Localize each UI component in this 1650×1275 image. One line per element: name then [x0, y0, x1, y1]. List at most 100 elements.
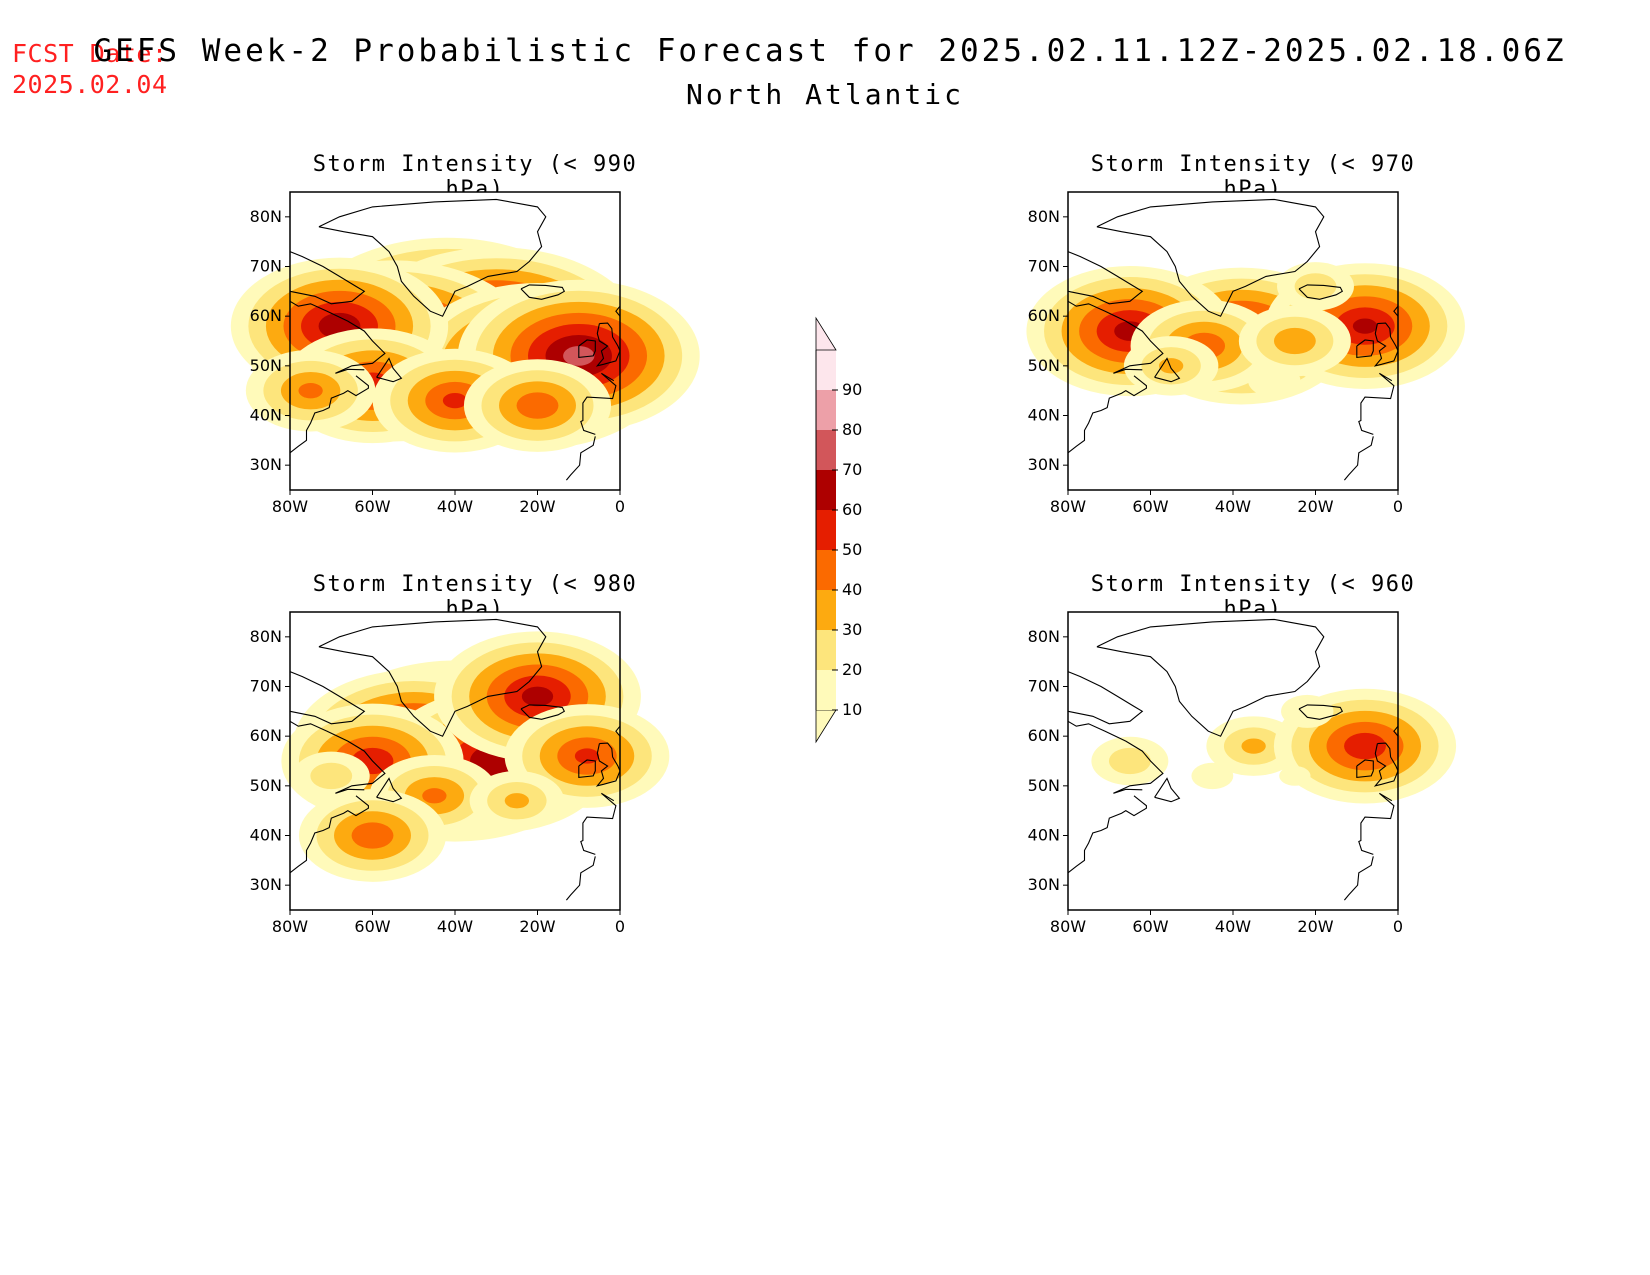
x-tick-label: 20W: [519, 497, 555, 516]
x-tick-label: 0: [615, 497, 625, 516]
x-tick-label: 40W: [1215, 497, 1251, 516]
probability-cell: [1279, 766, 1311, 786]
y-tick-label: 60N: [250, 726, 282, 745]
probability-cell: [1108, 747, 1151, 775]
coastline: [615, 305, 621, 317]
y-tick-label: 40N: [1028, 406, 1060, 425]
coastline: [1356, 759, 1374, 779]
colorbar-lower-triangle: [815, 709, 837, 744]
y-tick-label: 70N: [250, 257, 282, 276]
map-panel-990: Storm Intensity (< 990 hPa) 80W 60W 40W 20W…: [230, 152, 700, 532]
probability-cell: [1352, 318, 1378, 334]
probability-cell: [310, 762, 353, 790]
coastline: [615, 725, 621, 737]
coastline: [595, 322, 621, 367]
map-panel-960: Storm Intensity (< 960 hPa) 80W 60W 40W 20W…: [1028, 572, 1457, 952]
map-990: 80W 60W 40W 20W 0 80N 70N 60N 50N 40N 30N: [230, 191, 700, 516]
coastline: [289, 375, 369, 454]
coastline: [1067, 671, 1144, 725]
coastline: [1373, 742, 1399, 787]
coastline: [595, 742, 621, 787]
y-tick-label: 80N: [250, 207, 282, 226]
coastline: [376, 357, 403, 383]
probability-cell: [298, 383, 323, 399]
y-tick-label: 50N: [250, 776, 282, 795]
page-title: GEFS Week-2 Probabilistic Forecast for 2…: [93, 33, 1567, 69]
coastline: [578, 759, 596, 779]
coastline: [289, 300, 386, 374]
probability-cell: [521, 686, 554, 707]
coastline: [1067, 300, 1164, 374]
x-tick-label: 60W: [354, 917, 390, 936]
y-tick-label: 50N: [250, 356, 282, 375]
y-tick-label: 50N: [1028, 776, 1060, 795]
probability-cell: [1191, 762, 1234, 790]
x-tick-label: 60W: [1132, 917, 1168, 936]
colorbar-label: 90: [842, 380, 862, 399]
x-tick-label: 20W: [1297, 497, 1333, 516]
probability-cell: [1241, 738, 1266, 754]
coastline: [318, 198, 547, 317]
coastline: [1154, 357, 1181, 383]
y-tick-label: 40N: [250, 406, 282, 425]
colorbar-upper-triangle: [815, 316, 837, 351]
colorbar-swatch: [816, 430, 836, 470]
y-tick-label: 70N: [1028, 257, 1060, 276]
coastline: [289, 720, 386, 794]
x-tick-label: 60W: [1132, 497, 1168, 516]
coastlines: [1067, 198, 1399, 481]
map-980: 80W 60W 40W 20W 0 80N 70N 60N 50N 40N 30N: [250, 611, 670, 936]
probability-cell: [516, 392, 559, 419]
y-tick-label: 60N: [250, 306, 282, 325]
colorbar-swatch: [816, 350, 836, 390]
y-tick-label: 60N: [1028, 306, 1060, 325]
coastline: [1067, 251, 1144, 305]
coastline: [1067, 720, 1164, 794]
probability-field: [230, 237, 700, 453]
colorbar-swatch: [816, 550, 836, 590]
probability-cell: [574, 748, 600, 764]
map-970: 80W 60W 40W 20W 0 80N 70N 60N 50N 40N 30N: [1026, 191, 1465, 516]
coastline: [1358, 792, 1395, 855]
coastline: [289, 251, 366, 305]
coastline: [1343, 856, 1374, 901]
colorbar-swatch: [816, 630, 836, 670]
coastline: [1154, 777, 1181, 803]
coastline: [289, 795, 369, 874]
colorbar-swatch: [816, 510, 836, 550]
map-panel-980: Storm Intensity (< 980 hPa) 80W 60W 40W 20W…: [250, 572, 670, 952]
region-subtitle: North Atlantic: [685, 78, 964, 111]
probability-field: [1026, 262, 1465, 405]
coastlines: [289, 198, 621, 481]
coastline: [1373, 322, 1399, 367]
x-tick-label: 80W: [272, 497, 308, 516]
x-tick-label: 80W: [272, 917, 308, 936]
coastlines: [289, 618, 621, 901]
x-tick-label: 60W: [354, 497, 390, 516]
x-tick-label: 20W: [519, 917, 555, 936]
map-960: 80W 60W 40W 20W 0 80N 70N 60N 50N 40N 30N: [1028, 611, 1457, 936]
colorbar: 10 20 30 40 50 60 70 80 90: [815, 316, 862, 744]
y-tick-label: 50N: [1028, 356, 1060, 375]
probability-cell: [1248, 364, 1301, 398]
probability-cell: [1294, 273, 1337, 300]
x-tick-label: 40W: [1215, 917, 1251, 936]
x-tick-label: 0: [615, 917, 625, 936]
coastline: [1356, 339, 1374, 359]
x-tick-label: 80W: [1050, 497, 1086, 516]
probability-cell: [1344, 732, 1386, 760]
coastline: [1096, 198, 1325, 317]
y-tick-label: 70N: [1028, 677, 1060, 696]
y-tick-label: 80N: [250, 627, 282, 646]
y-tick-label: 30N: [250, 455, 282, 474]
x-tick-label: 0: [1393, 917, 1403, 936]
coastline: [580, 792, 617, 855]
colorbar-label: 50: [842, 540, 862, 559]
probability-cell: [504, 793, 530, 809]
fcst-date-label: FCST Date:: [12, 39, 168, 68]
probability-field: [1091, 688, 1457, 804]
y-tick-label: 40N: [250, 826, 282, 845]
coastline: [1393, 305, 1399, 317]
fcst-date-value: 2025.02.04: [12, 70, 168, 99]
y-tick-label: 30N: [250, 875, 282, 894]
